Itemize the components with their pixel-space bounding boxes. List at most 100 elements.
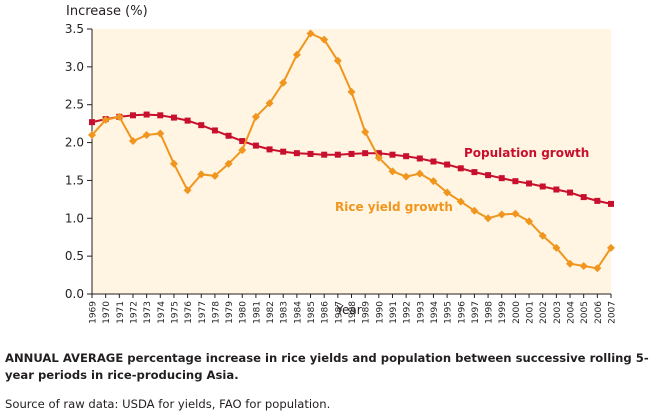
data-point <box>224 159 233 168</box>
data-point <box>594 197 601 204</box>
x-tick-label: 1998 <box>485 301 495 324</box>
data-point <box>485 172 492 179</box>
x-tick-label: 1975 <box>170 301 180 324</box>
x-tick-label: 1971 <box>116 301 126 324</box>
figure-caption: ANNUAL AVERAGE percentage increase in ri… <box>5 351 649 382</box>
data-point <box>128 137 137 146</box>
data-point <box>608 200 614 207</box>
x-tick-label: 1969 <box>89 301 99 324</box>
data-point <box>525 217 534 226</box>
data-point <box>566 259 575 268</box>
data-point <box>334 151 341 158</box>
data-point <box>484 214 493 223</box>
y-tick-label: 2.0 <box>65 136 84 150</box>
data-point <box>579 261 588 270</box>
data-point <box>89 119 95 126</box>
data-point <box>293 150 300 157</box>
data-point <box>389 151 396 158</box>
x-tick-label: 1996 <box>457 301 467 324</box>
data-point <box>184 117 191 124</box>
data-point <box>129 112 136 119</box>
x-tick-label: 1993 <box>416 301 426 324</box>
data-point <box>375 150 382 157</box>
legend-label-population-growth: Population growth <box>464 146 589 160</box>
data-point <box>252 142 259 149</box>
data-point <box>292 50 301 59</box>
data-point <box>321 151 328 158</box>
data-point <box>157 112 164 119</box>
y-tick-label: 0.5 <box>65 249 84 263</box>
data-point <box>416 155 423 162</box>
plot-area <box>92 29 611 294</box>
data-point <box>607 243 615 252</box>
x-axis: 1969 1970 1971 1972 1973 1974 1975 1976 1977 1978… <box>89 293 618 324</box>
x-tick-label: 1978 <box>211 301 221 324</box>
data-point <box>156 129 165 138</box>
data-point <box>402 172 411 181</box>
data-point <box>197 170 206 179</box>
y-axis: 0.0 0.5 1.0 1.5 2.0 2.5 3.0 3.5 <box>65 22 93 301</box>
x-tick-label: 1995 <box>444 301 454 324</box>
x-tick-label: 1989 <box>362 301 372 324</box>
data-point <box>374 153 383 162</box>
x-tick-label: 1973 <box>143 301 153 324</box>
data-point <box>567 189 574 196</box>
data-point <box>279 78 288 87</box>
data-point <box>251 112 260 121</box>
data-point <box>553 186 560 193</box>
data-point <box>444 161 451 168</box>
data-point <box>511 209 520 218</box>
series-rice-yield-growth <box>88 29 615 273</box>
x-tick-label: 1988 <box>348 301 358 324</box>
data-point <box>333 56 342 65</box>
data-point <box>320 35 329 44</box>
x-tick-label: 2002 <box>539 301 549 324</box>
data-point <box>169 159 178 168</box>
y-axis-title: Increase (%) <box>66 4 148 19</box>
x-tick-label: 2006 <box>594 301 604 324</box>
data-point <box>238 146 247 155</box>
source-note: Source of raw data: USDA for yields, FAO… <box>5 397 331 411</box>
data-point <box>239 138 246 145</box>
data-point <box>142 131 151 139</box>
data-point <box>471 169 478 176</box>
x-tick-label: 2000 <box>512 301 522 324</box>
data-point <box>170 114 177 121</box>
data-point <box>211 127 218 134</box>
series-layer <box>88 29 615 273</box>
data-point <box>512 178 519 185</box>
x-tick-label: 1999 <box>498 301 508 324</box>
data-point <box>210 171 219 180</box>
x-tick-label: 1976 <box>184 301 194 324</box>
data-point <box>470 206 479 215</box>
x-tick-label: 2001 <box>526 301 536 324</box>
data-point <box>580 194 587 201</box>
y-tick-label: 1.5 <box>65 173 84 187</box>
x-tick-label: 2003 <box>553 301 563 324</box>
data-point <box>415 169 424 178</box>
data-point <box>457 165 464 172</box>
data-point <box>539 183 546 190</box>
x-tick-label: 1972 <box>129 301 139 324</box>
y-tick-label: 0.0 <box>65 287 84 301</box>
x-tick-label: 1983 <box>280 301 290 324</box>
data-point <box>307 150 314 157</box>
data-point <box>306 29 315 38</box>
data-point <box>538 231 547 240</box>
x-tick-label: 2007 <box>608 301 618 324</box>
data-point <box>429 177 438 186</box>
data-point <box>115 112 124 121</box>
x-tick-label: 1982 <box>266 301 276 324</box>
y-tick-label: 2.5 <box>65 98 84 112</box>
y-tick-label: 3.5 <box>65 22 84 36</box>
x-tick-label: 1986 <box>321 301 331 324</box>
data-point <box>430 158 437 165</box>
x-tick-label: 1979 <box>225 301 235 324</box>
data-point <box>403 153 410 160</box>
data-point <box>593 264 602 273</box>
data-point <box>456 197 465 206</box>
x-axis-title: Year <box>335 303 361 317</box>
x-tick-label: 1970 <box>102 301 112 324</box>
data-point <box>266 146 273 153</box>
x-tick-label: 1980 <box>239 301 249 324</box>
